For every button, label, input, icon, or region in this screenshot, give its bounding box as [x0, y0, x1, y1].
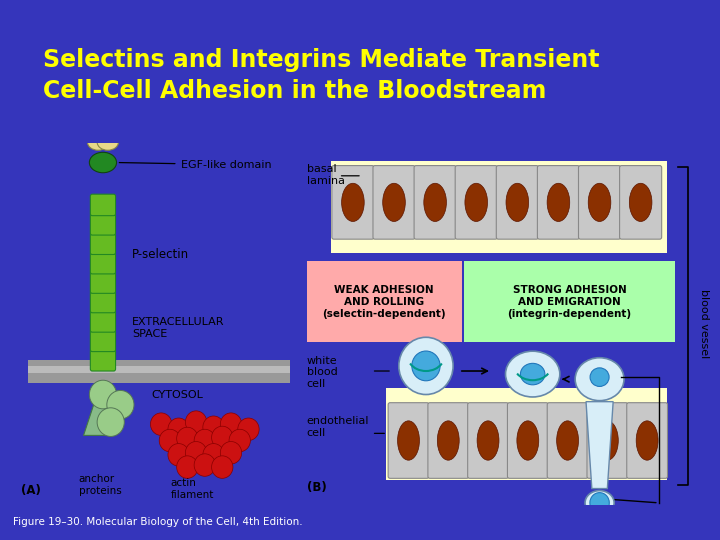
- Ellipse shape: [505, 351, 560, 397]
- FancyBboxPatch shape: [587, 403, 628, 478]
- FancyBboxPatch shape: [90, 349, 116, 371]
- FancyBboxPatch shape: [388, 403, 429, 478]
- FancyBboxPatch shape: [464, 261, 675, 342]
- Text: lamina: lamina: [307, 176, 345, 186]
- FancyBboxPatch shape: [90, 214, 116, 235]
- Ellipse shape: [575, 357, 624, 401]
- Ellipse shape: [341, 183, 364, 221]
- Text: CYTOSOL: CYTOSOL: [151, 389, 203, 400]
- Circle shape: [168, 443, 189, 466]
- FancyBboxPatch shape: [537, 166, 580, 239]
- Text: P-selectin: P-selectin: [132, 248, 189, 261]
- Circle shape: [97, 408, 125, 436]
- Bar: [28, 360, 290, 370]
- Circle shape: [212, 456, 233, 478]
- Circle shape: [590, 492, 609, 513]
- Bar: [28, 373, 290, 383]
- Ellipse shape: [629, 183, 652, 221]
- Circle shape: [176, 427, 198, 450]
- Circle shape: [176, 456, 198, 478]
- Ellipse shape: [585, 491, 614, 515]
- FancyBboxPatch shape: [414, 166, 456, 239]
- Ellipse shape: [97, 134, 119, 150]
- Text: STRONG ADHESION
AND EMIGRATION
(integrin-dependent): STRONG ADHESION AND EMIGRATION (integrin…: [508, 285, 631, 319]
- FancyBboxPatch shape: [386, 388, 667, 481]
- Ellipse shape: [506, 183, 528, 221]
- Circle shape: [203, 416, 224, 438]
- FancyBboxPatch shape: [547, 403, 588, 478]
- Ellipse shape: [557, 421, 578, 460]
- Circle shape: [107, 390, 134, 419]
- Circle shape: [203, 443, 224, 466]
- Text: lectin domain: lectin domain: [0, 539, 1, 540]
- FancyBboxPatch shape: [468, 403, 508, 478]
- FancyBboxPatch shape: [90, 194, 116, 215]
- Circle shape: [399, 338, 453, 395]
- Circle shape: [168, 418, 189, 441]
- FancyBboxPatch shape: [455, 166, 498, 239]
- Ellipse shape: [437, 421, 459, 460]
- Text: blood vessel: blood vessel: [699, 289, 709, 359]
- Circle shape: [238, 418, 259, 441]
- Circle shape: [229, 429, 251, 452]
- Ellipse shape: [517, 421, 539, 460]
- FancyBboxPatch shape: [307, 261, 462, 342]
- Bar: [28, 366, 290, 376]
- Circle shape: [220, 442, 242, 464]
- Text: EGF-like domain: EGF-like domain: [120, 159, 271, 170]
- Circle shape: [412, 351, 440, 381]
- Circle shape: [194, 454, 215, 476]
- FancyBboxPatch shape: [332, 166, 374, 239]
- FancyBboxPatch shape: [90, 291, 116, 313]
- Ellipse shape: [547, 183, 570, 221]
- Ellipse shape: [89, 152, 117, 173]
- Text: (B): (B): [307, 481, 326, 494]
- FancyBboxPatch shape: [626, 403, 667, 478]
- Ellipse shape: [521, 363, 545, 385]
- Text: white
blood
cell: white blood cell: [307, 356, 338, 389]
- Text: endothelial
cell: endothelial cell: [307, 416, 369, 438]
- Text: Figure 19–30. Molecular Biology of the Cell, 4th Edition.: Figure 19–30. Molecular Biology of the C…: [13, 517, 302, 527]
- FancyBboxPatch shape: [90, 253, 116, 274]
- Text: actin
filament: actin filament: [171, 478, 215, 500]
- FancyBboxPatch shape: [508, 403, 548, 478]
- Circle shape: [194, 429, 215, 452]
- FancyBboxPatch shape: [90, 310, 116, 332]
- Ellipse shape: [590, 368, 609, 387]
- Ellipse shape: [397, 421, 420, 460]
- Ellipse shape: [87, 134, 109, 150]
- Circle shape: [159, 429, 181, 452]
- FancyBboxPatch shape: [90, 272, 116, 293]
- Ellipse shape: [383, 183, 405, 221]
- Ellipse shape: [424, 183, 446, 221]
- Circle shape: [186, 442, 207, 464]
- Circle shape: [220, 413, 242, 435]
- Ellipse shape: [636, 421, 658, 460]
- Text: EXTRACELLULAR
SPACE: EXTRACELLULAR SPACE: [132, 317, 225, 339]
- FancyBboxPatch shape: [620, 166, 662, 239]
- Ellipse shape: [465, 183, 487, 221]
- FancyBboxPatch shape: [578, 166, 621, 239]
- FancyBboxPatch shape: [90, 330, 116, 352]
- Ellipse shape: [596, 421, 618, 460]
- Text: basal: basal: [307, 164, 336, 173]
- Text: Selectins and Integrins Mediate Transient
Cell-Cell Adhesion in the Bloodstream: Selectins and Integrins Mediate Transien…: [43, 48, 600, 103]
- Circle shape: [89, 380, 117, 409]
- Circle shape: [212, 426, 233, 449]
- Circle shape: [150, 413, 172, 435]
- Text: anchor
proteins: anchor proteins: [78, 474, 122, 496]
- FancyBboxPatch shape: [90, 233, 116, 254]
- FancyBboxPatch shape: [496, 166, 539, 239]
- FancyBboxPatch shape: [373, 166, 415, 239]
- Ellipse shape: [477, 421, 499, 460]
- Text: WEAK ADHESION
AND ROLLING
(selectin-dependent): WEAK ADHESION AND ROLLING (selectin-depe…: [323, 285, 446, 319]
- Polygon shape: [84, 388, 116, 435]
- FancyBboxPatch shape: [428, 403, 469, 478]
- Circle shape: [186, 411, 207, 434]
- Ellipse shape: [588, 183, 611, 221]
- Text: (A): (A): [20, 484, 40, 497]
- FancyBboxPatch shape: [331, 161, 667, 253]
- Polygon shape: [586, 402, 613, 489]
